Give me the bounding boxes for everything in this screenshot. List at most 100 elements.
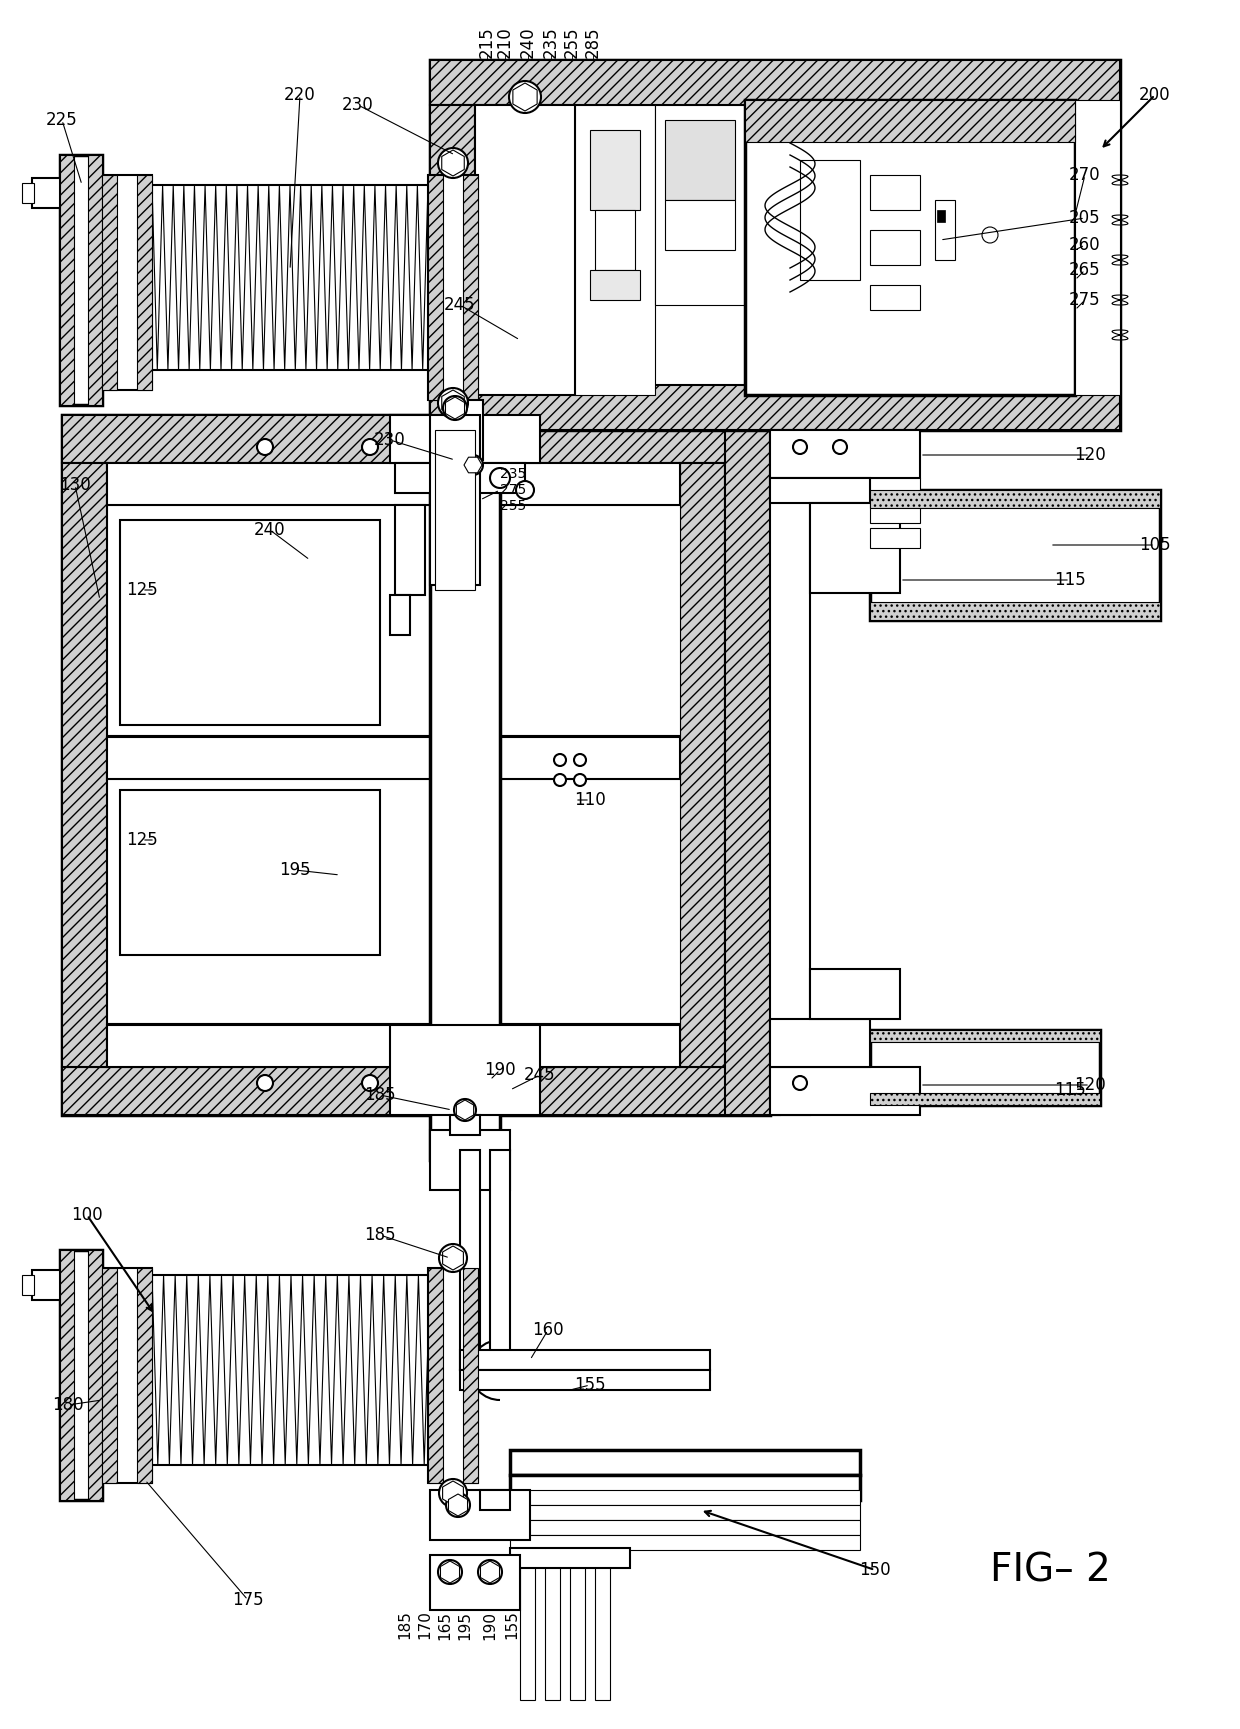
Polygon shape [443,1247,464,1271]
Bar [870,477,920,498]
Bar [450,1115,480,1134]
Bar [430,105,475,394]
Circle shape [438,149,467,178]
Polygon shape [464,456,482,472]
Text: 180: 180 [52,1395,84,1414]
Bar [396,463,525,493]
Text: 115: 115 [1054,1081,1086,1100]
Text: 285: 285 [584,26,601,57]
Bar [665,201,735,251]
Bar [475,105,575,394]
Bar [32,1271,60,1300]
Bar [60,1250,74,1501]
Text: 165: 165 [438,1610,453,1639]
Text: 200: 200 [1140,86,1171,104]
Circle shape [438,387,467,418]
Bar [430,1131,510,1190]
Bar [510,1535,861,1549]
Bar [102,175,117,391]
Bar [428,175,443,399]
Text: 225: 225 [46,111,78,130]
Text: 230: 230 [342,97,374,114]
Text: 100: 100 [71,1207,103,1224]
Bar [62,1067,770,1115]
Text: 105: 105 [1140,536,1171,553]
Text: 220: 220 [284,86,316,104]
Bar [870,489,1159,508]
Bar [102,1267,117,1483]
Bar [546,1549,560,1700]
Circle shape [454,1100,476,1120]
Circle shape [794,439,807,455]
Text: FIG– 2: FIG– 2 [990,1551,1110,1589]
Text: 275: 275 [1069,290,1101,309]
Circle shape [794,1075,807,1089]
Text: 155: 155 [574,1376,606,1394]
Bar [430,415,480,584]
Bar [430,61,1120,105]
Bar [62,415,770,463]
Text: 185: 185 [365,1226,396,1243]
Polygon shape [441,150,464,176]
Circle shape [257,1075,273,1091]
Bar [1075,105,1120,394]
Circle shape [982,226,998,244]
Bar [62,415,770,1115]
Text: 175: 175 [232,1591,264,1610]
Bar [510,1451,861,1475]
Polygon shape [441,391,464,417]
Text: 210: 210 [496,26,515,57]
Bar [102,1267,153,1483]
Bar [107,463,680,505]
Circle shape [439,1478,467,1508]
Bar [391,595,410,635]
Circle shape [574,754,587,766]
Bar [430,1554,520,1610]
Bar [435,431,475,590]
Bar [510,1475,861,1501]
Circle shape [257,439,273,455]
Bar [107,505,680,735]
Bar [460,1150,480,1369]
Bar [120,790,379,954]
Bar [60,156,74,405]
Bar [460,1369,711,1390]
Bar [770,1018,870,1067]
Text: 230: 230 [374,431,405,450]
Bar [510,1520,861,1535]
Text: 240: 240 [254,520,285,539]
Circle shape [443,396,467,420]
Bar [120,520,379,724]
Circle shape [463,455,484,475]
Bar [88,1250,102,1501]
Text: 125: 125 [126,581,157,598]
Bar [870,503,920,522]
Bar [460,1350,711,1369]
Polygon shape [443,1482,464,1504]
Bar [107,737,680,780]
Bar [870,175,920,209]
Bar [107,1025,680,1067]
Bar [428,175,477,399]
Bar [770,1067,920,1115]
Circle shape [477,1560,502,1584]
Bar [575,105,655,394]
Bar [770,431,810,1115]
Text: 235: 235 [542,26,560,57]
Bar [430,386,1120,431]
Circle shape [554,775,565,787]
Text: 155: 155 [505,1610,520,1639]
Bar [463,1267,477,1483]
Text: 130: 130 [60,475,91,494]
Text: 150: 150 [859,1561,890,1579]
Bar [463,399,484,460]
Bar [870,1093,1100,1105]
Text: 195: 195 [279,861,311,878]
Bar [428,1267,443,1483]
Text: 255: 255 [563,26,582,57]
Bar [665,119,735,201]
Polygon shape [445,398,465,418]
Polygon shape [513,83,537,111]
Text: 160: 160 [532,1321,564,1338]
Bar [136,1267,153,1483]
